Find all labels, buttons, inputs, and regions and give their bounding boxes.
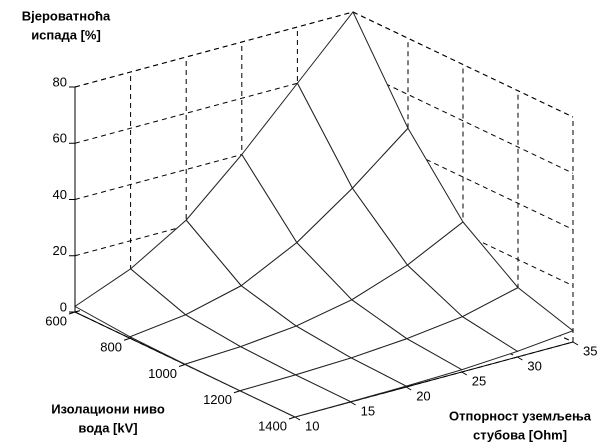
x-label: Изолациони ниво	[51, 401, 165, 416]
z-tick-label: 80	[53, 74, 67, 89]
y-tick-label: 30	[527, 358, 541, 373]
tick-mark	[178, 364, 186, 367]
x-tick-label: 800	[100, 340, 122, 355]
z-label: испада [%]	[31, 27, 101, 42]
box-edge	[74, 11, 354, 88]
z-label: Вјероватноћа	[22, 8, 111, 23]
y-tick-label: 35	[583, 343, 597, 358]
y-tick-label: 25	[472, 373, 486, 388]
x-label: вода [kV]	[78, 420, 137, 435]
grid-line	[352, 67, 574, 174]
grid-line	[74, 180, 354, 257]
x-tick-label: 1000	[148, 366, 177, 381]
y-label: стубова [Ohm]	[473, 427, 567, 442]
x-tick-label: 1200	[203, 392, 232, 407]
y-label: Отпорност уземљења	[449, 408, 592, 423]
tick-mark	[405, 386, 412, 391]
surface-cell	[238, 374, 353, 418]
tick-mark	[572, 341, 579, 346]
tick-mark	[123, 337, 131, 341]
y-tick-label: 20	[416, 388, 430, 403]
z-tick-label: 0	[60, 299, 67, 314]
grid-line	[74, 124, 354, 200]
tick-mark	[288, 416, 296, 420]
y-tick-label: 10	[305, 418, 319, 433]
z-tick-label: 60	[53, 131, 67, 146]
tick-mark	[461, 371, 468, 376]
tick-mark	[294, 416, 301, 421]
y-tick-label: 15	[361, 403, 375, 418]
z-tick-label: 40	[53, 187, 67, 202]
box-edge	[352, 11, 574, 118]
grid-line	[74, 67, 354, 144]
z-tick-label: 20	[53, 243, 67, 258]
x-tick-label: 1400	[258, 418, 287, 433]
x-tick-label: 600	[45, 313, 67, 328]
tick-mark	[350, 401, 356, 406]
tick-mark	[517, 356, 523, 361]
tick-mark	[68, 311, 76, 315]
tick-mark	[233, 390, 241, 394]
